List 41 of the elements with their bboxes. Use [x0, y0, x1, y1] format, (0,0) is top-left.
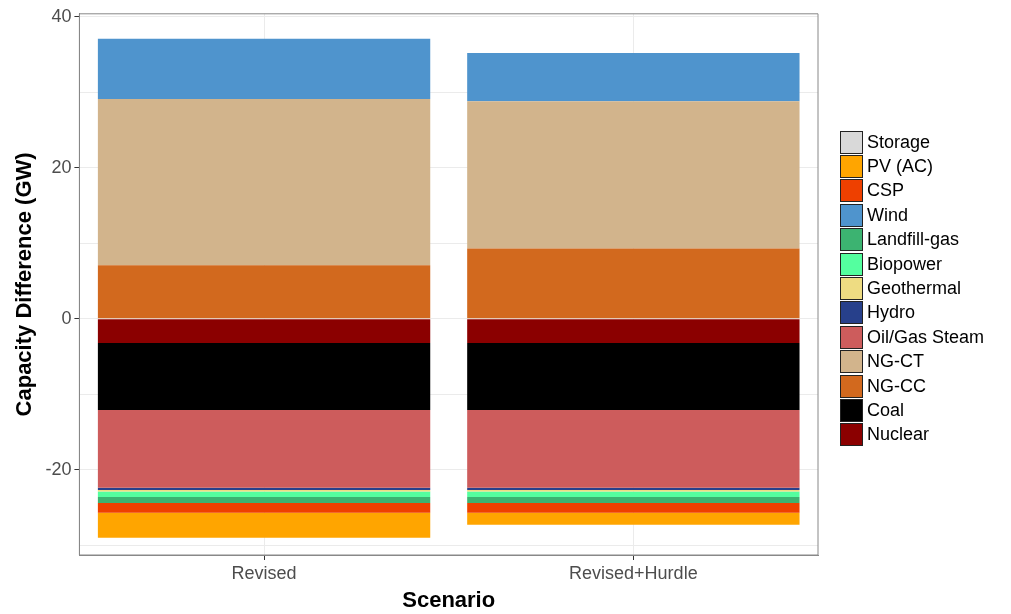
bar	[97, 512, 431, 538]
y-tick-label: 0	[61, 307, 72, 328]
bar	[97, 496, 431, 503]
legend-label: Oil/Gas Steam	[867, 326, 985, 348]
bar	[467, 496, 800, 503]
legend-label: Nuclear	[867, 424, 930, 446]
y-tick-label: -20	[45, 458, 72, 479]
legend-label: Storage	[867, 131, 931, 153]
bar	[97, 342, 431, 411]
bar	[97, 502, 431, 513]
x-axis-title: Scenario	[402, 586, 496, 612]
bar	[467, 491, 800, 497]
bar	[467, 512, 800, 525]
y-axis-title: Capacity Difference (GW)	[11, 152, 37, 417]
legend-label: PV (AC)	[867, 156, 934, 178]
bar	[467, 101, 800, 249]
legend-label: Coal	[867, 399, 905, 421]
bar	[97, 99, 431, 266]
bar	[467, 342, 800, 411]
bar	[467, 319, 800, 343]
bar	[467, 248, 800, 319]
legend-label: Hydro	[867, 302, 916, 324]
x-tick-label: Revised	[231, 562, 297, 583]
y-tick-label: 40	[51, 5, 72, 26]
legend-label: Wind	[867, 204, 909, 226]
legend-label: CSP	[867, 180, 905, 202]
bar	[467, 502, 800, 513]
x-tick-label: Revised+Hurdle	[569, 562, 698, 583]
bar	[97, 410, 431, 488]
bar	[97, 491, 431, 497]
legend-label: NG-CC	[867, 375, 926, 397]
bar	[97, 319, 431, 343]
bar	[97, 38, 431, 100]
legend-label: NG-CT	[867, 351, 924, 373]
y-tick-label: 20	[51, 156, 72, 177]
legend-label: Geothermal	[867, 278, 962, 300]
bar	[97, 265, 431, 319]
bar	[467, 410, 800, 488]
legend-label: Biopower	[867, 253, 943, 275]
legend-label: Landfill-gas	[867, 229, 960, 251]
bar	[467, 53, 800, 102]
